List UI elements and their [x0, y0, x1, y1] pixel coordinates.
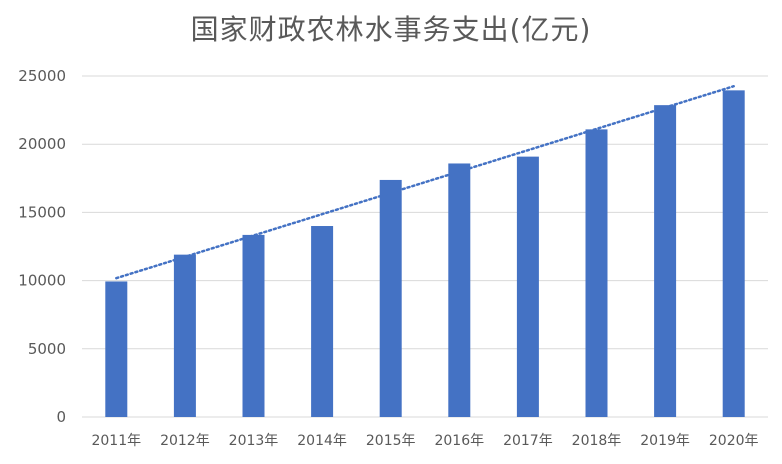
bar	[311, 226, 334, 417]
bar	[516, 156, 539, 417]
y-tick-label: 15000	[18, 203, 66, 221]
bars	[105, 90, 745, 418]
x-tick-label: 2012年	[160, 433, 210, 449]
bar	[173, 254, 196, 417]
x-tick-label: 2011年	[91, 433, 141, 449]
x-tick-label: 2016年	[434, 433, 484, 449]
x-tick-label: 2020年	[709, 433, 759, 449]
y-axis: 0 5000 10000 15000 20000 25000	[18, 67, 66, 426]
y-tick-label: 20000	[18, 135, 66, 153]
x-tick-label: 2019年	[640, 433, 690, 449]
x-tick-label: 2013年	[229, 433, 279, 449]
x-tick-label: 2018年	[572, 433, 622, 449]
bar	[722, 90, 745, 418]
x-axis: 2011年 2012年 2013年 2014年 2015年 2016年 2017年 2018年…	[91, 433, 758, 449]
bar	[585, 129, 608, 417]
x-tick-label: 2014年	[297, 433, 347, 449]
gridlines	[82, 75, 768, 418]
bar	[448, 163, 471, 417]
bar	[105, 281, 128, 417]
trendline-layer	[115, 84, 735, 280]
bar	[379, 179, 402, 417]
bar	[654, 105, 677, 417]
y-tick-label: 10000	[18, 272, 66, 290]
x-tick-label: 2015年	[366, 433, 416, 449]
y-tick-label: 0	[56, 408, 66, 426]
chart-title: 国家财政农林水事务支出(亿元)	[190, 13, 592, 46]
trendline	[115, 84, 735, 280]
y-tick-label: 5000	[28, 340, 66, 358]
x-tick-label: 2017年	[503, 433, 553, 449]
bar	[242, 234, 265, 417]
y-tick-label: 25000	[18, 67, 66, 85]
